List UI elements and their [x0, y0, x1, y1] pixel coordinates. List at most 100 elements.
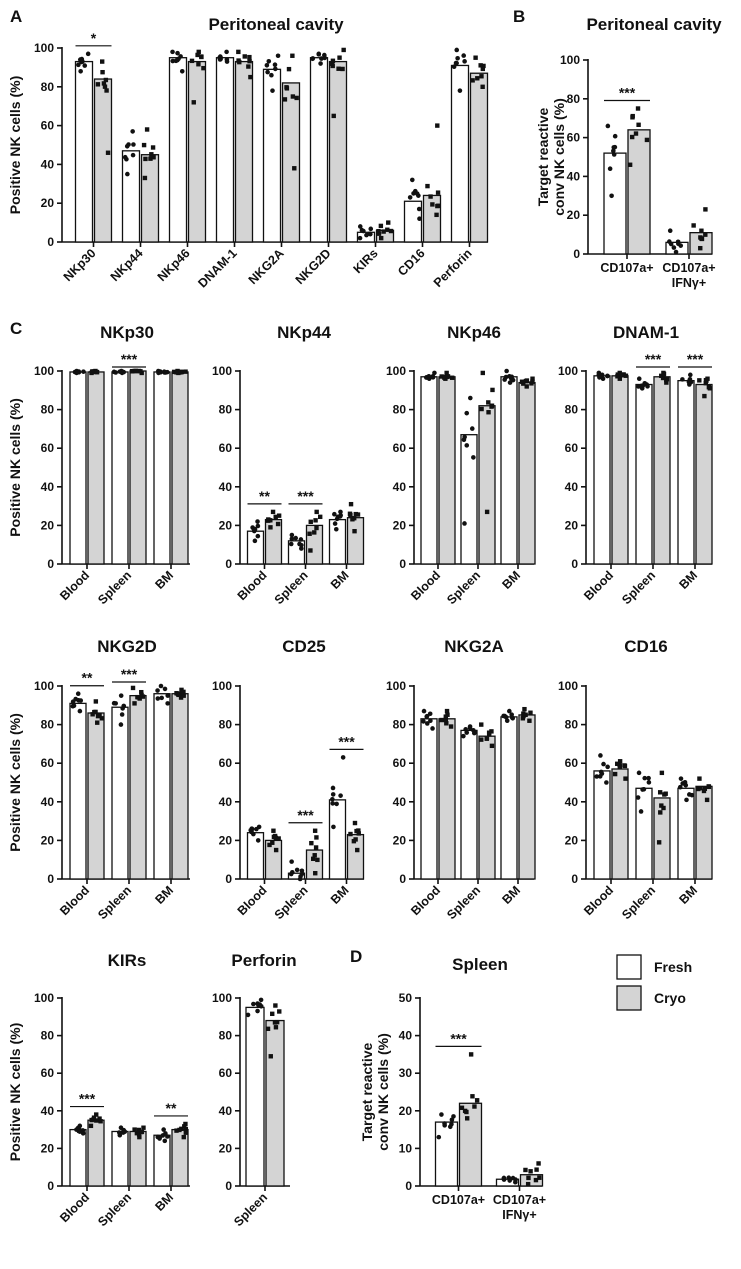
point-fresh-perforin — [451, 64, 457, 70]
point-fresh-bm — [334, 801, 339, 807]
point-cryo-bm — [528, 710, 533, 715]
point-fresh-bm — [330, 785, 336, 791]
y-tick-label: 80 — [565, 403, 579, 417]
point-cryo-blood — [93, 709, 98, 715]
point-cryo-bm — [176, 692, 181, 698]
point-cryo-spleen — [657, 790, 663, 795]
point-cryo-nkg2a — [290, 94, 296, 99]
point-cryo-bm — [183, 1121, 188, 1127]
point-fresh-nkg2a — [264, 62, 270, 68]
bar-cryo-bm — [346, 833, 365, 880]
bar-cryo-spleen — [478, 405, 496, 565]
chart-c7: NKG2A 0 20 40 60 80 100 Blood Spleen BM — [386, 637, 536, 922]
point-cryo-bm — [697, 776, 702, 781]
point-cryo-perforin — [475, 76, 480, 81]
point-cryo-spleen — [315, 857, 320, 863]
point-fresh-bm — [159, 695, 164, 701]
point-fresh-spleen — [289, 532, 295, 538]
x-tick-label-blood: Blood — [581, 883, 616, 918]
chart-title: DNAM-1 — [613, 323, 679, 342]
point-cryo-blood — [273, 514, 278, 520]
point-fresh-kirs — [368, 226, 374, 232]
point-fresh-nkp46 — [170, 58, 176, 64]
point-cryo-bm — [522, 712, 528, 717]
bar-cryo-blood — [438, 718, 456, 880]
point-fresh-bm — [163, 1131, 168, 1136]
significance-label: * — [91, 30, 97, 46]
bar-fresh-spleen — [287, 872, 306, 880]
point-fresh-bm — [165, 693, 171, 698]
point-cryo-bm — [348, 512, 353, 518]
point-fresh-nkg2a — [265, 69, 270, 75]
point-fresh-bm — [157, 1136, 162, 1141]
x-tick-label-blood: Blood — [235, 568, 270, 603]
point-cryo-spleen — [489, 743, 495, 749]
point-fresh-dnam-1 — [224, 57, 230, 62]
x-tick-label-bm: BM — [328, 568, 352, 592]
point-fresh-bm — [677, 784, 683, 790]
point-cryo-cd107a-ifn — [528, 1169, 533, 1174]
point-cryo-perforin — [478, 63, 483, 68]
point-fresh-cd16 — [407, 195, 413, 200]
point-fresh-bm — [330, 801, 335, 806]
point-cryo-bm — [524, 384, 529, 389]
point-fresh-cd107a-ifn — [671, 245, 677, 250]
point-cryo-nkg2d — [330, 58, 336, 63]
point-fresh-spleen — [469, 426, 475, 431]
point-fresh-perforin — [462, 59, 467, 64]
x-tick-label-spleen: Spleen — [444, 883, 483, 922]
point-fresh-bm — [509, 715, 515, 720]
bar-fresh-bm — [153, 1134, 171, 1187]
point-cryo-blood — [444, 370, 449, 376]
point-cryo-nkp46 — [195, 52, 200, 58]
bar-fresh-blood — [593, 375, 611, 565]
point-fresh-spleen — [463, 727, 468, 732]
point-cryo-bm — [351, 838, 357, 844]
point-cryo-cd16 — [435, 190, 441, 195]
point-fresh-blood — [598, 769, 604, 775]
point-cryo-nkp30 — [104, 88, 109, 93]
x-tick-label-bm: BM — [328, 883, 352, 907]
point-cryo-bm — [353, 511, 359, 517]
point-cryo-spleen — [138, 1129, 143, 1135]
point-cryo-bm — [174, 370, 179, 375]
point-cryo-bm — [350, 517, 355, 522]
bar-cryo-spleen — [653, 797, 671, 880]
y-tick-label: 20 — [41, 1141, 55, 1155]
point-fresh-spleen — [122, 1129, 127, 1134]
point-fresh-cd107a — [607, 166, 613, 172]
point-fresh-bm — [158, 370, 163, 375]
bar-cryo-spleen — [129, 695, 147, 880]
point-cryo-spleen — [661, 371, 667, 377]
panel-label-d: D — [350, 947, 362, 966]
x-tick-label-blood: Blood — [57, 1190, 92, 1225]
y-tick-label: 80 — [41, 403, 55, 417]
y-tick-label: 80 — [393, 403, 407, 417]
point-cryo-cd107a — [459, 1105, 465, 1110]
point-cryo-spleen — [265, 1026, 271, 1032]
point-cryo-nkg2d — [340, 66, 345, 72]
point-fresh-spleen — [464, 443, 470, 448]
bar-cryo-nkg2a — [281, 82, 301, 243]
point-cryo-cd107a — [636, 122, 641, 127]
point-cryo-spleen — [308, 519, 313, 524]
point-fresh-spleen — [111, 700, 117, 706]
point-cryo-blood — [276, 836, 281, 841]
y-tick-label: 60 — [219, 441, 233, 455]
y-tick-label: 80 — [567, 92, 581, 106]
point-fresh-spleen — [642, 775, 648, 781]
point-fresh-nkp44 — [131, 142, 136, 147]
panel-label-b: B — [513, 7, 525, 26]
point-cryo-spleen — [308, 548, 313, 553]
point-fresh-blood — [600, 376, 606, 382]
y-tick-label: 20 — [565, 833, 579, 847]
point-fresh-spleen — [289, 859, 294, 864]
chart-c3: NKp46 0 20 40 60 80 100 Blood Spleen BM — [386, 323, 536, 607]
y-tick-label: 0 — [47, 1179, 54, 1193]
point-fresh-spleen — [646, 775, 651, 781]
point-cryo-spleen — [659, 770, 665, 776]
y-tick-label: 10 — [399, 1141, 413, 1155]
x-tick-label-nkg2a: NKG2A — [246, 246, 287, 287]
point-fresh-spleen — [471, 455, 476, 460]
point-cryo-spleen — [272, 1020, 278, 1025]
